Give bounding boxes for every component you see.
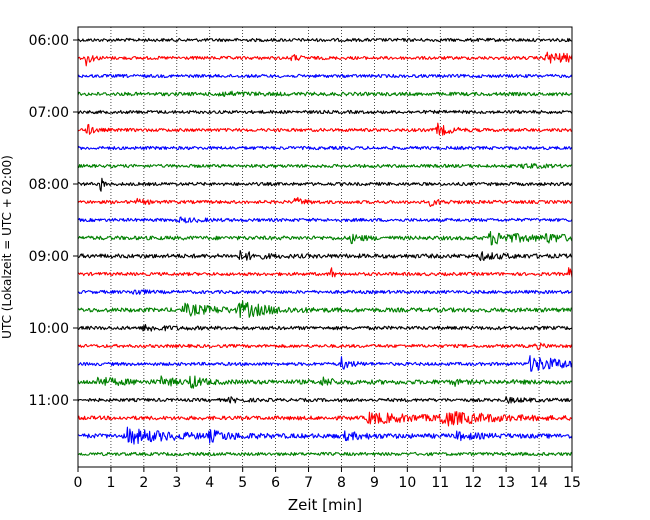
plot-frame bbox=[77, 26, 573, 468]
seismic-trace bbox=[77, 375, 573, 389]
seismic-trace bbox=[77, 216, 573, 224]
x-tick-label: 7 bbox=[304, 475, 313, 491]
grid-lines bbox=[110, 27, 540, 467]
seismic-trace bbox=[77, 300, 573, 318]
seismic-traces bbox=[77, 37, 573, 457]
y-tick-label: 10:00 bbox=[29, 321, 69, 337]
x-tick-label: 4 bbox=[205, 475, 214, 491]
y-tick-label: 09:00 bbox=[29, 249, 69, 265]
x-tick-label: 9 bbox=[370, 475, 379, 491]
seismic-trace bbox=[77, 289, 573, 295]
y-tick-label: 11:00 bbox=[29, 393, 69, 409]
seismic-trace bbox=[77, 267, 573, 278]
y-tick-label: 06:00 bbox=[29, 33, 69, 49]
seismic-trace bbox=[77, 73, 573, 79]
x-tick-label: 0 bbox=[74, 475, 83, 491]
x-tick-label: 8 bbox=[337, 475, 346, 491]
seismic-trace bbox=[77, 122, 573, 136]
x-tick-label: 1 bbox=[106, 475, 115, 491]
x-tick-label: 13 bbox=[497, 475, 515, 491]
x-tick-label: 2 bbox=[139, 475, 148, 491]
x-axis-ticks: 0 1 2 3 4 5 6 7 8 9 10 11 12 13 14 15 bbox=[74, 467, 581, 491]
x-tick-label: 10 bbox=[398, 475, 416, 491]
y-axis-ticks: 06:00 07:00 08:00 09:00 10:00 11:00 bbox=[29, 33, 78, 409]
seismic-trace bbox=[77, 162, 573, 169]
seismic-trace bbox=[77, 51, 573, 67]
seismic-trace bbox=[77, 324, 573, 332]
seismic-trace bbox=[77, 355, 573, 372]
seismic-trace bbox=[77, 109, 573, 115]
seismic-trace bbox=[77, 196, 573, 208]
seismic-trace bbox=[77, 230, 573, 246]
x-tick-label: 14 bbox=[530, 475, 548, 491]
x-axis-label: Zeit [min] bbox=[288, 496, 362, 514]
x-tick-label: 11 bbox=[431, 475, 449, 491]
seismic-trace bbox=[77, 37, 573, 43]
y-tick-label: 08:00 bbox=[29, 177, 69, 193]
seismic-trace bbox=[77, 451, 573, 457]
x-tick-label: 5 bbox=[238, 475, 247, 491]
seismic-trace bbox=[77, 411, 573, 427]
x-tick-label: 12 bbox=[464, 475, 482, 491]
x-tick-label: 6 bbox=[271, 475, 280, 491]
x-tick-label: 3 bbox=[172, 475, 181, 491]
seismic-trace bbox=[77, 395, 573, 404]
x-tick-label: 15 bbox=[563, 475, 581, 491]
seismic-trace bbox=[77, 342, 573, 351]
seismic-trace bbox=[77, 250, 573, 262]
y-axis-label: UTC (Lokalzeit = UTC + 02:00) bbox=[0, 155, 14, 339]
seismic-trace bbox=[77, 90, 573, 97]
seismic-trace bbox=[77, 145, 573, 151]
seismic-trace bbox=[77, 177, 573, 192]
y-tick-label: 07:00 bbox=[29, 105, 69, 121]
seismic-trace bbox=[77, 426, 573, 445]
